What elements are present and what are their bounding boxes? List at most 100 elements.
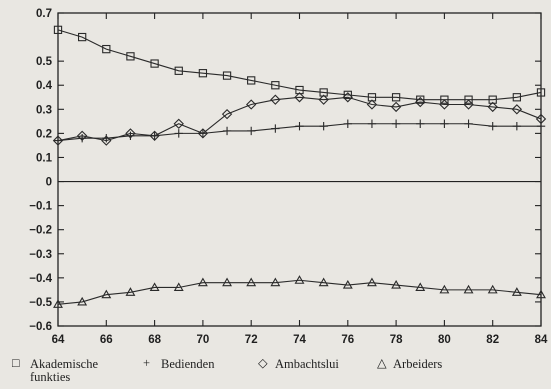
- marker-square: [416, 95, 425, 104]
- legend-symbol: ◇: [258, 356, 268, 370]
- marker-diamond: [221, 108, 233, 120]
- x-tick-label: 74: [293, 334, 306, 346]
- legend-symbol: △: [377, 356, 387, 370]
- marker-diamond: [390, 101, 402, 113]
- x-tick-label: 76: [341, 334, 354, 346]
- marker-diamond: [366, 99, 378, 110]
- marker-triangle: [197, 277, 208, 287]
- y-tick-label: −0.1: [29, 201, 52, 213]
- series-square: [53, 25, 546, 104]
- marker-square: [222, 71, 232, 80]
- marker-square: [536, 88, 546, 97]
- marker-square: [343, 90, 352, 100]
- marker-square: [198, 69, 208, 78]
- marker-triangle: [270, 277, 281, 287]
- marker-triangle: [439, 284, 450, 294]
- marker-triangle: [536, 289, 546, 299]
- marker-triangle: [53, 299, 63, 308]
- x-tick-label: 70: [197, 334, 210, 346]
- x-tick-label: 80: [438, 334, 451, 346]
- marker-diamond: [294, 92, 305, 103]
- marker-triangle: [101, 289, 112, 299]
- marker-triangle: [367, 277, 377, 287]
- x-tick-label: 78: [390, 334, 403, 346]
- marker-triangle: [125, 287, 136, 296]
- marker-diamond: [535, 113, 547, 125]
- marker-square: [391, 93, 401, 102]
- marker-diamond: [439, 99, 450, 110]
- marker-plus: [391, 119, 401, 128]
- marker-triangle: [246, 277, 257, 287]
- marker-square: [150, 59, 159, 68]
- marker-square: [53, 25, 63, 35]
- marker-triangle: [511, 287, 522, 296]
- marker-triangle: [77, 296, 88, 306]
- marker-plus: [343, 119, 352, 128]
- x-tick-label: 68: [148, 334, 161, 346]
- x-tick-label: 84: [535, 334, 548, 346]
- marker-triangle: [318, 277, 329, 287]
- marker-diamond: [125, 128, 136, 139]
- marker-diamond: [511, 104, 523, 115]
- series-line: [57, 29, 542, 101]
- marker-diamond: [270, 94, 281, 105]
- x-tick-label: 64: [52, 334, 65, 346]
- marker-plus: [512, 121, 522, 131]
- y-tick-label: 0.3: [36, 104, 52, 116]
- marker-plus: [440, 119, 449, 128]
- marker-square: [126, 52, 135, 61]
- marker-plus: [416, 119, 425, 128]
- marker-square: [102, 44, 111, 54]
- y-tick-label: 0: [46, 177, 52, 189]
- marker-triangle: [487, 284, 498, 294]
- marker-triangle: [173, 282, 184, 292]
- marker-plus: [247, 126, 256, 136]
- series-triangle: [53, 275, 546, 308]
- legend-symbol: +: [143, 356, 150, 370]
- y-tick-label: 0.7: [36, 8, 52, 20]
- marker-plus: [464, 119, 473, 128]
- legend-label: Ambachtslui: [275, 357, 339, 371]
- series-layer: [52, 25, 547, 308]
- series-line: [57, 96, 542, 142]
- legend-label: Akademische: [30, 357, 98, 371]
- marker-plus: [174, 129, 183, 138]
- marker-diamond: [246, 99, 257, 110]
- legend-label: Arbeiders: [393, 357, 442, 371]
- marker-triangle: [294, 275, 305, 284]
- marker-plus: [319, 121, 328, 131]
- marker-diamond: [76, 130, 88, 141]
- x-tick-label: 72: [245, 334, 258, 346]
- y-tick-label: −0.3: [29, 249, 52, 261]
- legend-symbol: □: [12, 356, 20, 370]
- marker-triangle: [342, 279, 353, 289]
- x-tick-label: 66: [100, 334, 113, 346]
- legend-label: funkties: [30, 370, 70, 384]
- marker-plus: [295, 121, 304, 131]
- y-tick-label: 0.5: [36, 56, 53, 68]
- marker-square: [512, 93, 521, 102]
- marker-diamond: [415, 96, 426, 108]
- marker-plus: [222, 126, 232, 136]
- marker-diamond: [318, 94, 329, 105]
- y-tick-label: 0.1: [36, 152, 53, 164]
- marker-triangle: [415, 282, 426, 292]
- y-tick-label: −0.6: [29, 321, 52, 333]
- series-line: [57, 279, 542, 305]
- y-tick-label: 0.4: [36, 80, 53, 92]
- marker-diamond: [173, 118, 184, 129]
- legend-entry-diamond: ◇ Ambachtslui: [258, 356, 339, 371]
- x-tick-label: 82: [486, 334, 499, 346]
- marker-diamond: [52, 135, 64, 146]
- marker-triangle: [391, 279, 402, 289]
- marker-diamond: [487, 101, 498, 113]
- marker-plus: [488, 121, 497, 131]
- marker-square: [174, 66, 183, 75]
- marker-triangle: [149, 282, 160, 292]
- marker-triangle: [222, 277, 232, 287]
- y-tick-label: −0.2: [29, 225, 52, 237]
